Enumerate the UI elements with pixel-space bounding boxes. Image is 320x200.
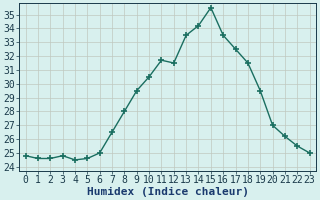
X-axis label: Humidex (Indice chaleur): Humidex (Indice chaleur) bbox=[87, 186, 249, 197]
